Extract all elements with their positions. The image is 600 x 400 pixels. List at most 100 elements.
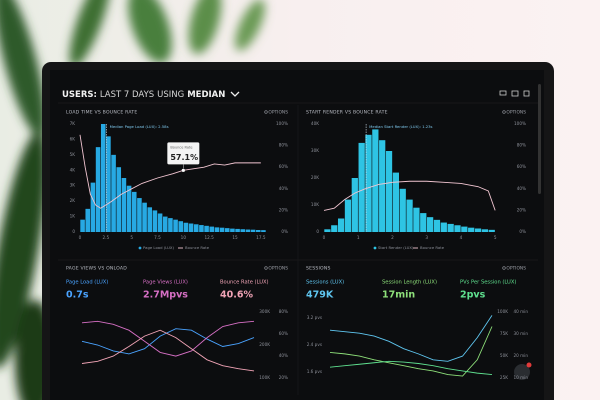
median-label: Median Start Render (LUX): 1.23s xyxy=(369,124,432,129)
metric-line xyxy=(81,328,255,355)
options-icon[interactable] xyxy=(264,266,268,270)
histogram-bar xyxy=(80,219,85,232)
options-icon[interactable] xyxy=(502,266,506,270)
histogram-bar xyxy=(224,228,230,232)
histogram-bar xyxy=(188,223,194,232)
y2-tick-label: 60% xyxy=(279,164,288,169)
histogram-bar xyxy=(240,229,246,232)
x-tick-label: 3 xyxy=(425,235,428,240)
header-icons[interactable] xyxy=(499,90,530,97)
x-tick-label: 15 xyxy=(232,235,238,240)
histogram-bar xyxy=(152,210,158,232)
dropdown-chevron[interactable] xyxy=(230,91,240,97)
scrollbar[interactable] xyxy=(538,84,541,194)
metric-name: Page Load (LUX) xyxy=(66,280,108,286)
screen xyxy=(50,70,544,400)
y-tick-label: 40 min xyxy=(513,309,528,314)
legend-label: Start Render (LUX) xyxy=(378,245,414,250)
y-tick-label: 5K xyxy=(70,152,76,157)
x-tick-label: 17.5 xyxy=(256,235,266,240)
options-icon[interactable] xyxy=(502,110,506,114)
histogram-bar xyxy=(379,140,386,232)
histogram-bar xyxy=(173,219,178,232)
y2-tick-label: 60% xyxy=(517,164,526,169)
histogram-bar xyxy=(209,226,215,232)
x-tick-label: 2 xyxy=(391,235,394,240)
histogram-bar xyxy=(433,219,441,232)
options-link[interactable]: OPTIONS xyxy=(268,266,288,272)
histogram-bar xyxy=(481,229,489,232)
legend-label: Bounce Rate xyxy=(185,245,210,250)
y-tick-label: 0 xyxy=(72,229,75,234)
histogram-bar xyxy=(447,223,454,232)
tooltip-value: 57.1% xyxy=(170,153,198,162)
y2-tick-label: 40% xyxy=(517,186,526,191)
x-tick-label: 12.5 xyxy=(205,235,215,240)
y-tick-label: 4K xyxy=(70,167,76,172)
histogram-bar xyxy=(199,225,204,232)
panel-title: LOAD TIME VS BOUNCE RATE xyxy=(66,110,137,116)
panel-title: PAGE VIEWS VS ONLOAD xyxy=(66,266,127,272)
y-tick-label: 100K xyxy=(259,375,270,380)
histogram-bar xyxy=(331,225,338,232)
header-range: LAST 7 DAYS xyxy=(100,90,154,100)
x-tick-label: 7.5 xyxy=(154,235,161,240)
y-tick-label: 20% xyxy=(279,375,288,380)
y2-tick-label: 80% xyxy=(517,143,526,148)
metric-name: Page Views (LUX) xyxy=(143,280,188,286)
y-tick-label: 30 min xyxy=(513,331,528,336)
metric-name: Session Length (LUX) xyxy=(382,280,437,286)
options-link[interactable]: OPTIONS xyxy=(268,110,288,116)
metric-line xyxy=(329,360,493,376)
y-tick-label: 3K xyxy=(70,183,76,188)
chat-button[interactable] xyxy=(514,364,530,380)
histogram-bar xyxy=(95,147,101,232)
histogram-bar xyxy=(121,178,127,232)
options-link[interactable]: OPTIONS xyxy=(506,266,526,272)
bounce-line xyxy=(79,134,261,209)
x-tick-label: 5 xyxy=(130,235,133,240)
histogram-bar xyxy=(90,182,96,232)
header-stat[interactable]: MEDIAN xyxy=(187,90,225,100)
y-tick-label: 200K xyxy=(259,342,270,347)
histogram-bar xyxy=(413,207,420,232)
y-tick-label: 3.2 pvs xyxy=(307,315,322,320)
metric-name: PVs Per Session (LUX) xyxy=(460,280,516,286)
y2-tick-label: 100% xyxy=(514,121,526,126)
panel-title: START RENDER VS BOUNCE RATE xyxy=(306,110,388,116)
y2-tick-label: 40% xyxy=(279,186,288,191)
metric-value: 40.6% xyxy=(220,290,253,301)
histogram-bar xyxy=(255,229,261,232)
histogram-bar xyxy=(385,151,393,232)
histogram-bar xyxy=(100,124,106,232)
y-tick-label: 100K xyxy=(497,309,508,314)
header-title: USERS: LAST 7 DAYS USING MEDIAN xyxy=(62,90,225,100)
y-tick-label: 30K xyxy=(311,148,319,153)
options-icon[interactable] xyxy=(264,110,268,114)
x-tick-label: 0 xyxy=(323,235,326,240)
histogram-bar xyxy=(372,129,379,232)
panel-title: SESSIONS xyxy=(306,266,331,272)
metric-name: Sessions (LUX) xyxy=(306,280,344,286)
histogram-bar xyxy=(183,222,189,232)
metric-name: Bounce Rate (LUX) xyxy=(220,280,269,286)
histogram-bar xyxy=(488,229,495,232)
histogram-bar xyxy=(250,229,256,232)
x-tick-label: 2.5 xyxy=(102,235,109,240)
y2-tick-label: 80% xyxy=(279,143,288,148)
histogram-bar xyxy=(137,198,142,232)
y-tick-label: 10 min xyxy=(513,375,528,380)
x-tick-label: 10 xyxy=(181,235,187,240)
y-tick-label: 75K xyxy=(500,331,508,336)
histogram-bar xyxy=(168,218,173,232)
legend-swatch xyxy=(138,246,142,250)
legend-label: Bounce Rate xyxy=(420,245,445,250)
chat-badge xyxy=(526,362,532,368)
metric-value: 0.7s xyxy=(66,290,89,301)
options-link[interactable]: OPTIONS xyxy=(506,110,526,116)
y-tick-label: 7K xyxy=(70,121,76,126)
y2-tick-label: 0% xyxy=(519,229,526,234)
histogram-bar xyxy=(235,228,240,232)
histogram-bar xyxy=(116,167,122,232)
